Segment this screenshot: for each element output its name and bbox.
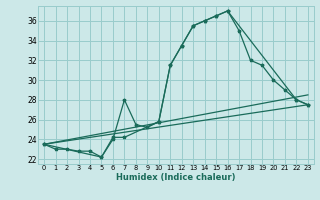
X-axis label: Humidex (Indice chaleur): Humidex (Indice chaleur) <box>116 173 236 182</box>
